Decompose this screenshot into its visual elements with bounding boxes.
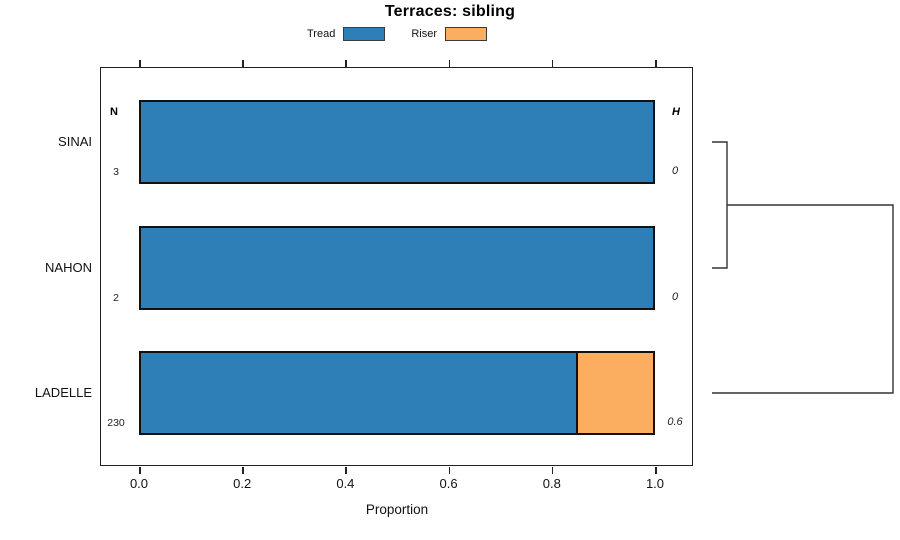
x-axis-label: Proportion <box>365 502 429 517</box>
legend: Tread Riser <box>139 25 655 42</box>
x-axis-tick-top <box>345 60 347 67</box>
x-axis-tick <box>655 467 657 474</box>
x-axis-tick-top <box>242 60 244 67</box>
x-axis-tick-top <box>551 60 554 67</box>
x-axis-tick-top <box>448 60 451 67</box>
x-axis-tick <box>551 467 554 474</box>
bar-segment-tread <box>141 102 653 182</box>
legend-swatch-riser <box>445 26 487 41</box>
x-axis-tick-top <box>655 60 657 67</box>
n-value: 2 <box>113 292 119 304</box>
bar-row <box>139 100 655 184</box>
legend-label-riser: Riser <box>411 27 437 40</box>
bar-segment-riser <box>576 353 653 433</box>
bar-segment-tread <box>141 353 577 433</box>
x-axis-tick-label: 0.8 <box>542 476 561 491</box>
x-axis-tick-top <box>139 60 141 67</box>
h-value: 0.6 <box>667 416 683 428</box>
n-column-header: N <box>110 106 118 118</box>
n-value: 230 <box>107 417 125 429</box>
h-column-header: H <box>672 106 680 118</box>
x-axis-tick-label: 1.0 <box>645 476 665 491</box>
legend-swatch-tread <box>343 26 386 41</box>
x-axis-tick-label: 0.0 <box>129 476 149 491</box>
chart-title: Terraces: sibling <box>384 3 516 20</box>
bar-segment-tread <box>141 228 653 308</box>
x-axis-tick-label: 0.2 <box>233 476 252 491</box>
category-label: NAHON <box>45 260 92 275</box>
x-axis-tick <box>448 467 451 474</box>
category-label: LADELLE <box>34 385 92 400</box>
n-value: 3 <box>113 166 119 178</box>
dendrogram-root-join <box>712 204 894 394</box>
x-axis-tick-label: 0.4 <box>336 476 355 491</box>
dendrogram-join-sinai-nahon <box>712 141 728 269</box>
h-value: 0 <box>671 291 679 303</box>
x-axis-tick <box>139 467 141 474</box>
legend-item-tread: Tread <box>307 26 386 41</box>
category-label: SINAI <box>58 134 92 149</box>
bar-row <box>139 351 655 435</box>
h-value: 0 <box>671 165 679 177</box>
x-axis-tick <box>345 467 347 474</box>
x-axis-tick-label: 0.6 <box>439 476 458 491</box>
legend-item-riser: Riser <box>411 26 487 41</box>
x-axis-tick <box>242 467 244 474</box>
legend-label-tread: Tread <box>307 27 336 40</box>
bar-row <box>139 226 655 310</box>
